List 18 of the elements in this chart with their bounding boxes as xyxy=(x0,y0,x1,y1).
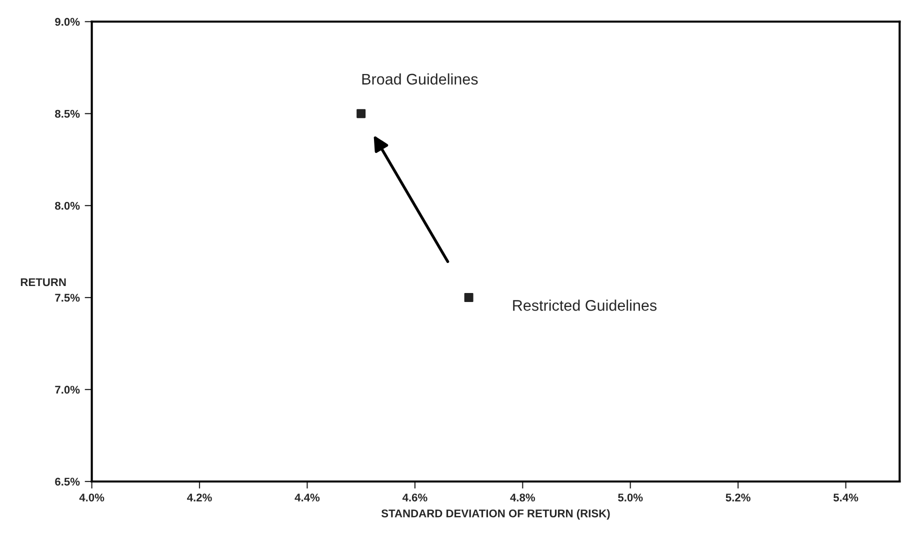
x-tick-label: 4.0% xyxy=(79,494,104,502)
x-tick-label: 4.6% xyxy=(402,494,428,502)
x-tick-label: 4.2% xyxy=(187,494,212,502)
x-tick-label: 4.4% xyxy=(294,494,320,502)
x-tick-label: 4.8% xyxy=(510,494,536,502)
y-tick-label: 7.0% xyxy=(55,386,80,394)
y-tick-label: 9.0% xyxy=(55,18,80,26)
x-tick-label: 5.2% xyxy=(726,494,750,502)
x-tick-label: 5.4% xyxy=(833,494,858,502)
x-tick-label: 5.0% xyxy=(618,494,643,502)
y-axis-title: RETURN xyxy=(20,278,66,286)
annotation: Restricted Guidelines xyxy=(513,300,657,311)
y-tick-label: 8.0% xyxy=(55,202,80,210)
y-tick-label: 8.5% xyxy=(55,110,80,118)
annotation: Broad Guidelines xyxy=(362,73,478,85)
x-axis-title: STANDARD DEVIATION OF RETURN (RISK) xyxy=(381,509,610,520)
y-tick-label: 7.5% xyxy=(55,294,80,302)
y-tick-label: 6.5% xyxy=(55,478,80,486)
